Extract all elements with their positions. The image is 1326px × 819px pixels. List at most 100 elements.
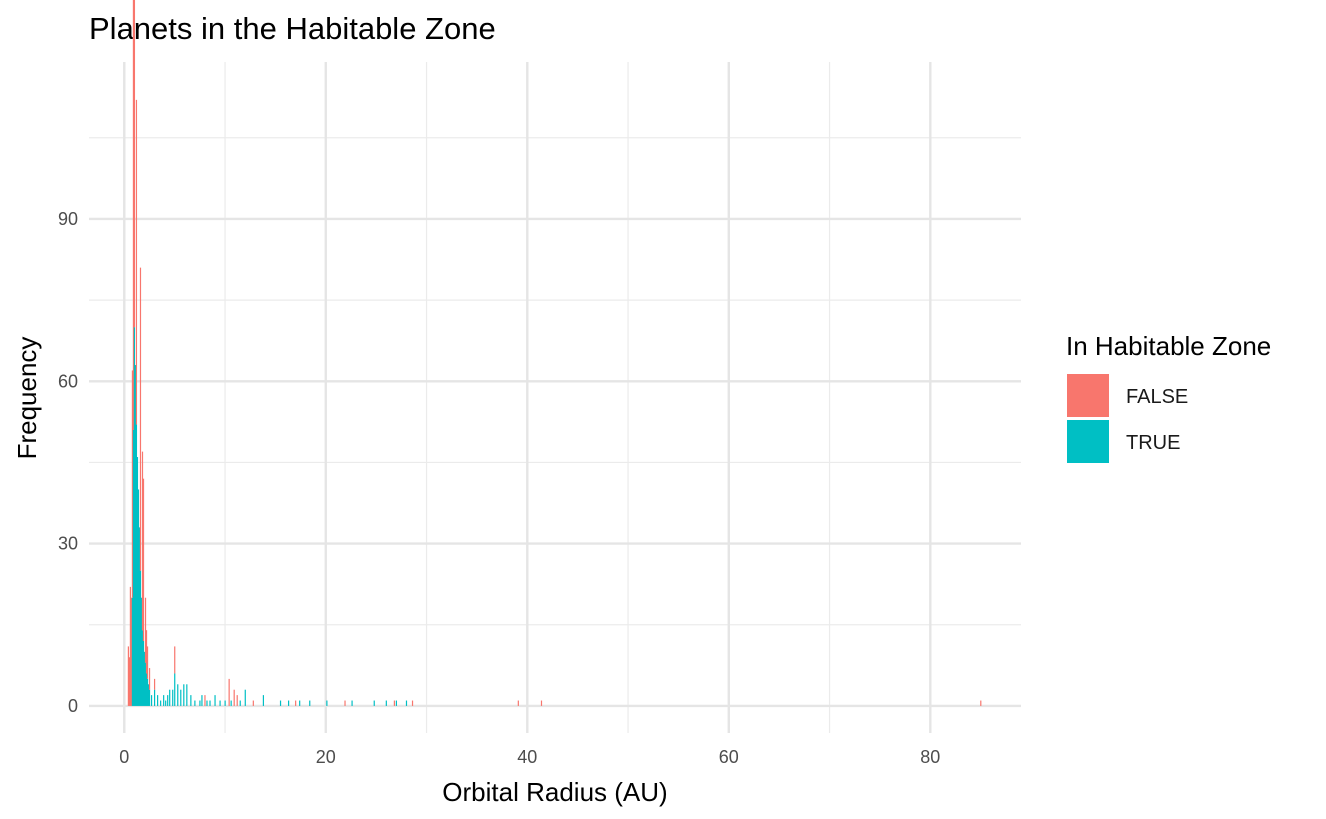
legend-label-true: TRUE (1126, 432, 1180, 454)
histogram-bar-true (135, 424, 138, 706)
histogram-bar-true (230, 700, 232, 706)
histogram-bar-true (148, 689, 151, 706)
histogram-bar-false (141, 451, 144, 631)
histogram-bar-true (239, 700, 241, 706)
histogram-bar-false (411, 700, 414, 706)
histogram-bar-false (133, 0, 136, 328)
histogram-bar-true (157, 695, 159, 706)
histogram-bar-false (980, 700, 982, 706)
histogram-bar-false (145, 630, 148, 674)
histogram-bar-true (405, 700, 408, 706)
histogram-bar-false (517, 700, 519, 706)
x-axis-title: Orbital Radius (AU) (442, 777, 667, 807)
histogram-bar-true (137, 489, 140, 706)
histogram-bar-true (309, 700, 311, 706)
y-tick-label: 30 (58, 534, 78, 554)
y-tick-label: 0 (68, 696, 78, 716)
histogram-bar-true (326, 700, 328, 706)
histogram-bar-true (190, 695, 192, 706)
histogram-bar-false (233, 689, 235, 706)
histogram-bar-true (163, 695, 165, 706)
histogram-bar-true (180, 689, 182, 706)
legend-key-true (1067, 420, 1109, 463)
histogram-bar-true (172, 689, 174, 706)
histogram-bar-true (141, 630, 144, 706)
histogram-bar-false (139, 267, 142, 571)
histogram-bar-true (287, 700, 290, 706)
histogram-bar-true (299, 700, 301, 706)
histogram-bar-true (160, 700, 162, 706)
histogram-bar-true (153, 689, 156, 706)
histogram-bar-true (133, 327, 136, 706)
histogram-bar-false (146, 646, 149, 679)
histogram-bar-true (183, 684, 185, 706)
histogram-bar-false (236, 695, 238, 706)
histogram-bar-false (344, 700, 346, 706)
axis-ticks: 0 20 40 60 80 0 30 60 90 (58, 209, 940, 767)
histogram-bar-true (142, 641, 145, 706)
histogram-bar-true (131, 597, 134, 706)
histogram-bar-true (201, 695, 203, 706)
legend: In Habitable Zone FALSE TRUE (1066, 331, 1271, 463)
histogram-bar-false (295, 700, 297, 706)
histogram-bar-true (139, 570, 142, 706)
y-tick-label: 90 (58, 209, 78, 229)
histogram-bar-false (135, 99, 138, 425)
histogram-bar-true (244, 689, 246, 706)
histogram-bar-true (395, 700, 398, 706)
legend-title: In Habitable Zone (1066, 331, 1271, 361)
histogram-bar-true (143, 651, 146, 706)
histogram-bar-false (204, 695, 206, 706)
histogram-bar-true (169, 689, 171, 706)
histogram-bar-true (134, 365, 137, 706)
histogram-bar-true (177, 684, 179, 706)
histogram-bar-true (174, 673, 176, 706)
histogram-bar-true (373, 700, 375, 706)
histogram-bar-true (144, 662, 147, 706)
histogram-bar-false (148, 668, 151, 690)
histogram-bar-true (219, 700, 221, 706)
histogram-bar-true (136, 457, 139, 706)
histogram-bar-false (540, 700, 543, 706)
histogram-bar-true (165, 700, 167, 706)
histogram-bar-true (147, 684, 150, 706)
x-tick-label: 40 (517, 747, 537, 767)
histogram-bar-true (167, 695, 169, 706)
histogram-bar-false (132, 0, 135, 430)
histogram-bar-true (262, 695, 265, 706)
histogram-bar-true (140, 597, 143, 706)
histogram-bar-true (138, 527, 141, 706)
histogram-bar-true (279, 700, 282, 706)
histogram-bar-false (393, 700, 395, 706)
histogram-bar-false (142, 478, 145, 642)
x-tick-label: 80 (920, 747, 940, 767)
x-tick-label: 0 (119, 747, 129, 767)
histogram-bar-true (206, 700, 208, 706)
histogram-bar-false (129, 586, 132, 706)
y-axis-title: Frequency (12, 337, 42, 460)
chart-title: Planets in the Habitable Zone (89, 11, 496, 46)
histogram-bar-false (174, 646, 176, 674)
histogram-bar-true (199, 700, 201, 706)
x-tick-label: 20 (316, 747, 336, 767)
legend-key-false (1067, 374, 1109, 417)
histogram-bar-true (351, 700, 353, 706)
histogram-bar-true (194, 700, 196, 706)
histogram-bar-false (228, 678, 230, 706)
histogram-bar-false (252, 700, 254, 706)
histogram-bar-false (127, 646, 129, 706)
histogram-bar-true (385, 700, 387, 706)
histogram-bars (127, 0, 982, 706)
histogram-bar-true (146, 678, 149, 706)
histogram-bar-true (214, 695, 216, 706)
histogram-bar-true (145, 673, 148, 706)
grid-lines (89, 62, 1021, 733)
histogram-bar-false (131, 370, 134, 598)
legend-label-false: FALSE (1126, 386, 1188, 408)
histogram-bar-true (209, 700, 211, 706)
histogram-bar-true (186, 684, 188, 706)
histogram-bar-true (150, 695, 153, 706)
histogram-bar-false (130, 597, 133, 706)
histogram-bar-false (144, 597, 147, 663)
